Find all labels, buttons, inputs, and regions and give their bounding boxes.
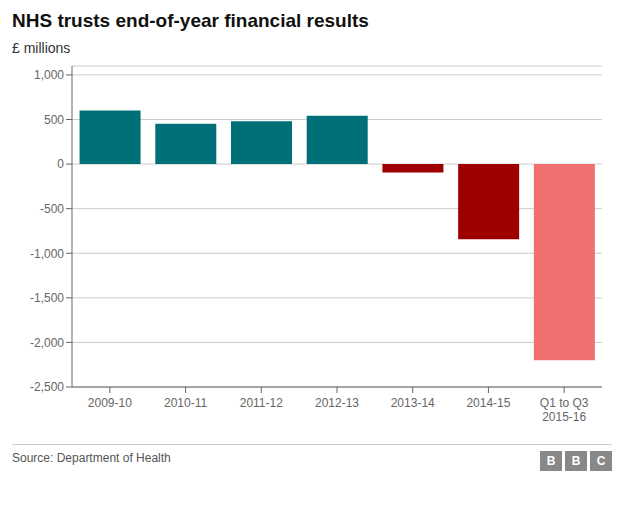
svg-text:2010-11: 2010-11 [164,396,207,410]
svg-text:-500: -500 [40,202,64,216]
svg-text:2011-12: 2011-12 [240,396,283,410]
svg-text:-1,000: -1,000 [30,247,64,261]
svg-text:2009-10: 2009-10 [88,396,132,410]
html-text:B: B [571,454,581,468]
svg-text:-1,500: -1,500 [30,291,64,305]
html-text:£ millions: £ millions [12,40,71,56]
svg-text:1,000: 1,000 [34,68,64,82]
svg-text:500: 500 [44,113,64,127]
svg-text:-2,000: -2,000 [30,336,64,350]
svg-text:-2,500: -2,500 [30,380,64,394]
html-text:B: B [546,454,556,468]
svg-text:2012-13: 2012-13 [315,396,359,410]
svg-text:2013-14: 2013-14 [391,396,435,410]
html-text:Source: Department of Health: Source: Department of Health [12,451,171,465]
svg-text:0: 0 [57,157,64,171]
html-text:C: C [596,454,606,468]
svg-text:2014-15: 2014-15 [466,396,510,410]
html-text:NHS trusts end-of-year financi: NHS trusts end-of-year financial results [12,10,369,31]
svg-text:Q1 to Q32015-16: Q1 to Q32015-16 [540,396,589,424]
